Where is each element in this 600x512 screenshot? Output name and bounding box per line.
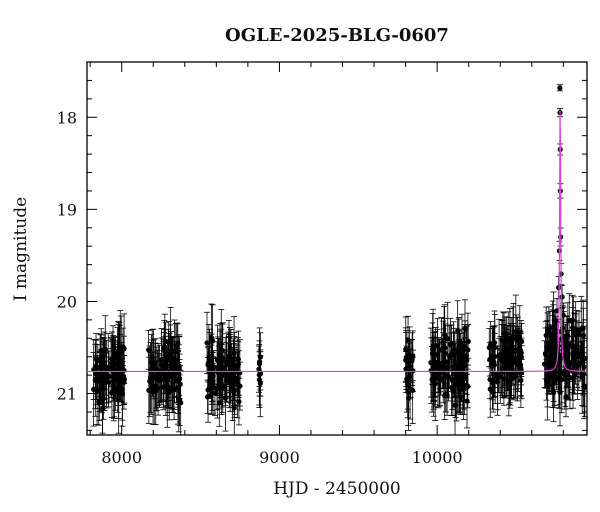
data-point <box>432 338 439 393</box>
data-point <box>517 332 524 398</box>
data-point <box>464 373 471 429</box>
y-tick-label: 20 <box>57 292 77 311</box>
data-point <box>405 358 412 427</box>
data-point <box>442 376 449 413</box>
y-tick-label: 18 <box>57 108 77 127</box>
y-tick-label: 19 <box>57 200 77 219</box>
data-point <box>445 353 452 402</box>
x-tick-label: 10000 <box>412 448 463 467</box>
data-point <box>92 338 99 409</box>
data-point <box>575 322 582 391</box>
data-point <box>510 302 517 371</box>
data-point <box>231 341 238 390</box>
data-point <box>441 304 448 366</box>
data-point <box>204 311 211 375</box>
data-point <box>512 294 519 369</box>
data-point <box>496 338 503 373</box>
data-points <box>90 84 588 436</box>
data-point <box>176 374 183 427</box>
data-point <box>228 357 235 393</box>
data-point <box>207 363 214 398</box>
x-tick-label: 9000 <box>259 448 300 467</box>
data-point <box>430 337 437 410</box>
data-point <box>504 324 511 396</box>
data-point <box>543 359 550 401</box>
x-tick-label: 8000 <box>101 448 142 467</box>
data-point <box>117 333 124 402</box>
data-point <box>581 352 588 420</box>
data-point <box>563 316 570 389</box>
data-point <box>492 345 499 405</box>
data-point <box>465 324 472 359</box>
data-point <box>571 355 578 395</box>
data-point <box>460 349 467 420</box>
data-point <box>569 307 576 348</box>
y-axis-label: I magnitude <box>11 197 31 301</box>
data-point <box>409 356 416 424</box>
data-point <box>216 330 223 399</box>
data-point <box>580 307 587 363</box>
data-point <box>149 356 156 391</box>
y-tick-label: 21 <box>57 385 77 404</box>
data-point <box>167 307 174 375</box>
x-axis-label: HJD - 2450000 <box>273 479 401 499</box>
data-point <box>99 367 106 410</box>
data-point <box>489 342 496 387</box>
data-point <box>96 350 103 412</box>
data-point <box>570 336 577 371</box>
data-point <box>105 333 112 403</box>
data-point <box>214 336 221 385</box>
data-point <box>145 329 152 370</box>
chart-title: OGLE-2025-BLG-0607 <box>225 25 449 46</box>
plot-frame <box>86 61 588 436</box>
data-point <box>161 320 168 380</box>
data-point <box>155 353 162 406</box>
data-point <box>556 84 563 92</box>
data-point <box>549 353 556 395</box>
data-point <box>501 334 508 371</box>
data-point <box>103 351 110 404</box>
axis-ticks: 8000 9000 10000 18 19 20 21 <box>57 61 587 467</box>
model-curve <box>87 110 588 373</box>
data-point <box>452 345 459 387</box>
data-point <box>256 344 263 406</box>
data-point <box>232 352 239 406</box>
data-point <box>556 341 563 406</box>
